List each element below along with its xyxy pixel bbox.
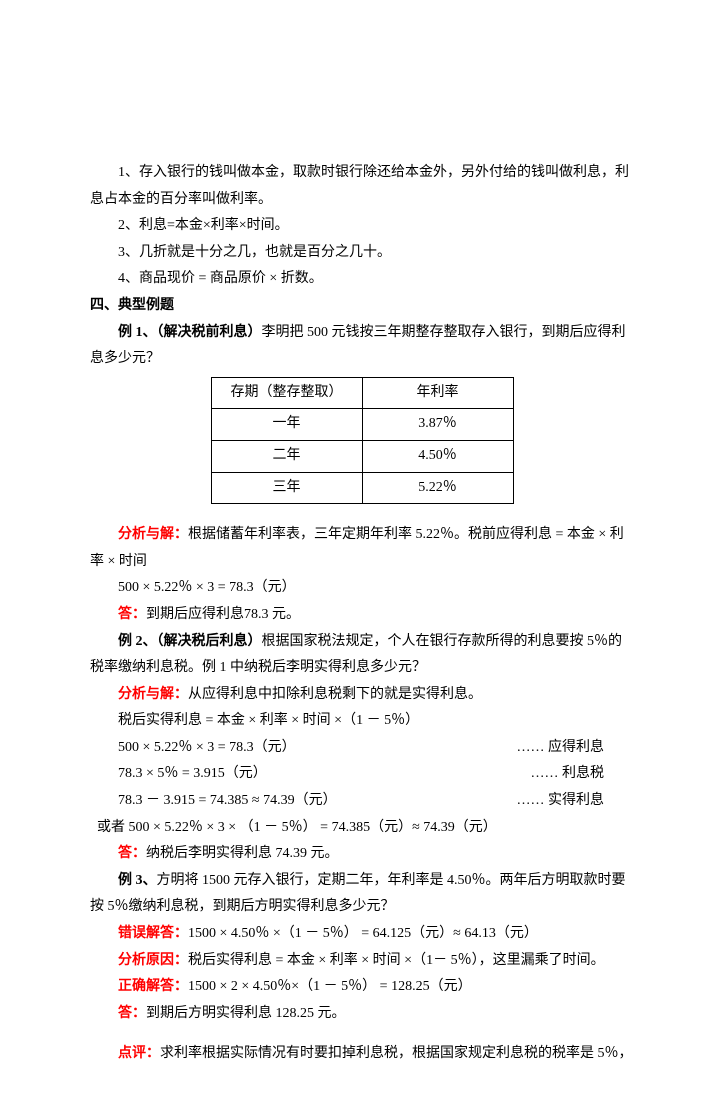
answer-text: 到期后方明实得利息 128.25 元。 [146,1006,346,1021]
table-row: 存期（整存整取） 年利率 [211,377,513,409]
calc-note: …… 实得利息 [517,788,635,815]
calc-left: 78.3 × 5％ = 3.915（元） [90,761,267,788]
section-heading: 四、典型例题 [90,293,634,320]
calc-note: …… 应得利息 [517,735,635,762]
table-header-rate: 年利率 [362,377,513,409]
ex2-answer: 答：纳税后李明实得利息 74.39 元。 [90,841,634,868]
ex1-analysis: 分析与解：根据储蓄年利率表，三年定期年利率 5.22％。税前应得利息 = 本金 … [90,522,634,575]
answer-text: 到期后应得利息78.3 元。 [146,607,300,622]
intro-p3: 3、几折就是十分之几，也就是百分之几十。 [90,240,634,267]
ex1-title: 例 1、（解决税前利息）李明把 500 元钱按三年期整存整取存入银行，到期后应得… [90,320,634,373]
table-cell-term: 三年 [211,472,362,504]
table-cell-rate: 4.50％ [362,440,513,472]
ex3-title: 例 3、方明将 1500 元存入银行，定期二年，年利率是 4.50％。两年后方明… [90,868,634,921]
table-row: 二年 4.50％ [211,440,513,472]
answer-label: 答： [118,1006,146,1021]
analysis-label: 分析与解： [118,687,188,702]
intro-p1: 1、存入银行的钱叫做本金，取款时银行除还给本金外，另外付给的钱叫做利息，利息占本… [90,160,634,213]
calc-left: 500 × 5.22％ × 3 = 78.3（元） [90,735,296,762]
comment-text: 求利率根据实际情况有时要扣掉利息税，根据国家规定利息税的税率是 5％， [160,1046,633,1061]
ex3-reason: 分析原因：税后实得利息 = 本金 × 利率 × 时间 ×（1－ 5％），这里漏乘… [90,948,634,975]
ex2-title: 例 2、（解决税后利息）根据国家税法规定，个人在银行存款所得的利息要按 5％的税… [90,629,634,682]
ex2-line4: 78.3 － 3.915 = 74.385 ≈ 74.39（元） …… 实得利息 [90,788,634,815]
spacer [90,1027,634,1041]
ex3-correct: 正确解答：1500 × 2 × 4.50％×（1 － 5％） = 128.25（… [90,974,634,1001]
table-cell-rate: 3.87％ [362,409,513,441]
table-row: 三年 5.22％ [211,472,513,504]
reason-text: 税后实得利息 = 本金 × 利率 × 时间 ×（1－ 5％），这里漏乘了时间。 [188,953,605,968]
correct-label: 正确解答： [118,979,188,994]
ex2-line3: 78.3 × 5％ = 3.915（元） …… 利息税 [90,761,634,788]
ex3-title-label: 例 3、 [118,873,157,888]
analysis-text: 从应得利息中扣除利息税剩下的就是实得利息。 [188,687,482,702]
page: 1、存入银行的钱叫做本金，取款时银行除还给本金外，另外付给的钱叫做利息，利息占本… [0,0,724,1108]
ex2-line5: 或者 500 × 5.22％ × 3 × （1 － 5％） = 74.385（元… [90,815,634,842]
table-row: 一年 3.87％ [211,409,513,441]
comment: 点评：求利率根据实际情况有时要扣掉利息税，根据国家规定利息税的税率是 5％， [90,1041,634,1068]
answer-label: 答： [118,846,146,861]
reason-label: 分析原因： [118,953,188,968]
calc-left: 78.3 － 3.915 = 74.385 ≈ 74.39（元） [90,788,337,815]
table-cell-term: 二年 [211,440,362,472]
ex2-line1: 税后实得利息 = 本金 × 利率 × 时间 ×（1 － 5％） [90,708,634,735]
ex1-calc: 500 × 5.22％ × 3 = 78.3（元） [90,575,634,602]
ex2-title-label: 例 2、（解决税后利息） [118,634,262,649]
answer-label: 答： [118,607,146,622]
table-cell-rate: 5.22％ [362,472,513,504]
rate-table: 存期（整存整取） 年利率 一年 3.87％ 二年 4.50％ 三年 5.22％ [211,377,514,504]
correct-text: 1500 × 2 × 4.50％×（1 － 5％） = 128.25（元） [188,979,472,994]
table-cell-term: 一年 [211,409,362,441]
wrong-text: 1500 × 4.50％ ×（1 － 5％） = 64.125（元）≈ 64.1… [188,926,538,941]
table-header-term: 存期（整存整取） [211,377,362,409]
ex3-answer: 答：到期后方明实得利息 128.25 元。 [90,1001,634,1028]
analysis-label: 分析与解： [118,527,188,542]
intro-p2: 2、利息=本金×利率×时间。 [90,213,634,240]
answer-text: 纳税后李明实得利息 74.39 元。 [146,846,339,861]
wrong-label: 错误解答： [118,926,188,941]
ex1-title-label: 例 1、（解决税前利息） [118,325,262,340]
spacer [90,508,634,522]
ex2-line2: 500 × 5.22％ × 3 = 78.3（元） …… 应得利息 [90,735,634,762]
calc-note: …… 利息税 [531,761,635,788]
ex3-wrong: 错误解答：1500 × 4.50％ ×（1 － 5％） = 64.125（元）≈… [90,921,634,948]
intro-p4: 4、商品现价 = 商品原价 × 折数。 [90,266,634,293]
ex3-title-rest: 方明将 1500 元存入银行，定期二年，年利率是 4.50％。两年后方明取款时要… [90,873,626,915]
ex1-answer: 答：到期后应得利息78.3 元。 [90,602,634,629]
comment-label: 点评： [118,1046,160,1061]
ex2-analysis: 分析与解：从应得利息中扣除利息税剩下的就是实得利息。 [90,682,634,709]
